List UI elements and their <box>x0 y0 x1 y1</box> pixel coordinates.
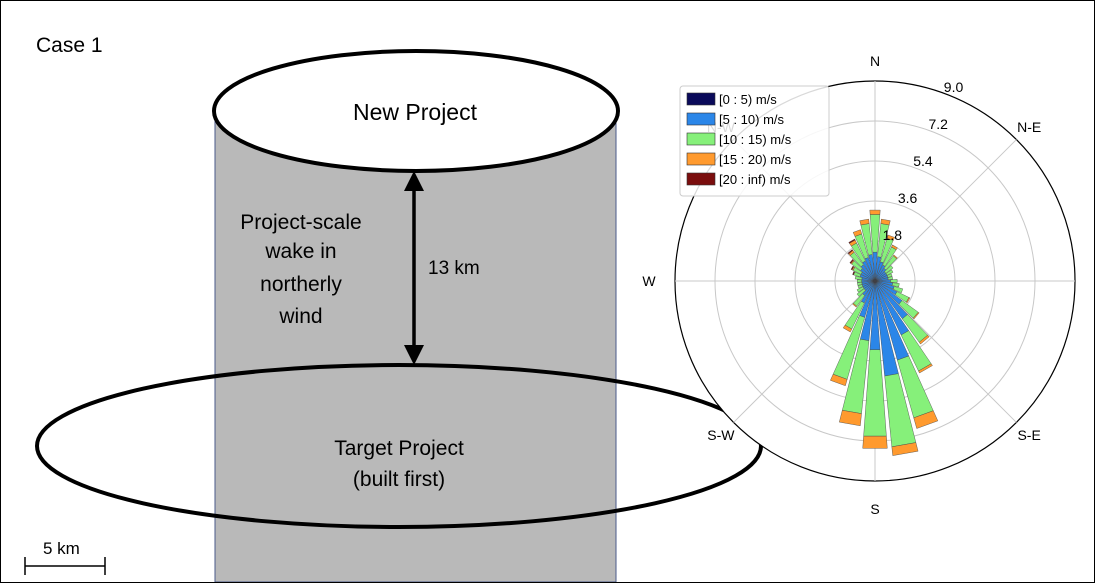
rose-bar <box>891 244 898 251</box>
rose-bar <box>892 254 898 259</box>
rose-bar <box>918 334 930 345</box>
legend-swatch <box>686 112 716 126</box>
rose-bar <box>918 363 933 374</box>
rose-direction-label: N <box>870 53 880 69</box>
rose-bar <box>857 282 863 286</box>
rose-bar <box>912 311 920 320</box>
legend-entry: [15 : 20) m/s <box>719 152 792 167</box>
case-label: Case 1 <box>36 34 103 57</box>
rose-bar <box>852 271 855 276</box>
rose-spoke <box>874 280 1017 423</box>
rose-direction-label: W <box>642 273 656 289</box>
rose-radial-tick: 1.8 <box>883 227 903 243</box>
legend-entry: [20 : inf) m/s <box>719 172 791 187</box>
legend-swatch <box>686 152 716 166</box>
wind-rose-legend: [0 : 5) m/s [5 : 10) m/s [10 : 15) m/s [15 … <box>679 85 830 197</box>
rose-spoke <box>733 280 876 423</box>
rose-bar <box>869 209 881 215</box>
rose-bar <box>890 279 898 283</box>
rose-bar <box>880 218 891 226</box>
rose-bar <box>885 269 894 276</box>
wake-label-line-1: Project-scale <box>240 211 361 234</box>
rose-bar <box>830 373 848 387</box>
rose-bar <box>852 303 858 308</box>
rose-direction-label: S-W <box>707 427 735 443</box>
rose-bar <box>850 265 855 271</box>
rose-bar <box>854 275 863 280</box>
rose-spoke <box>874 139 1017 282</box>
wind-rose-labels: 1.83.65.47.29.0NN-EES-ESS-WWN-W <box>642 53 1041 517</box>
rose-radial-tick: 3.6 <box>898 190 918 206</box>
target-project-label: Target Project <box>334 437 464 460</box>
rose-bar <box>857 284 864 289</box>
wake-label-line-4: wind <box>278 305 322 328</box>
rose-bar <box>856 288 866 297</box>
rose-bar <box>859 218 870 226</box>
rose-bar <box>905 297 911 304</box>
rose-direction-label: N-E <box>1017 119 1041 135</box>
legend-entry: [5 : 10) m/s <box>719 112 785 127</box>
rose-bar <box>884 265 894 274</box>
rose-bar <box>856 286 865 293</box>
rose-bar <box>891 442 919 456</box>
legend-entry: [10 : 15) m/s <box>719 132 792 147</box>
wake-label-line-3: northerly <box>260 273 342 296</box>
rose-bar <box>849 259 854 264</box>
rose-bar <box>848 238 856 244</box>
rose-direction-label: S-E <box>1017 427 1040 443</box>
scale-bar-label: 5 km <box>43 539 80 558</box>
legend-swatch <box>686 172 716 186</box>
wind-rose-bars <box>830 209 939 456</box>
rose-bar <box>852 229 862 237</box>
new-project-ellipse <box>212 49 620 173</box>
distance-label: 13 km <box>428 258 480 279</box>
arrow-up-head <box>404 171 424 191</box>
arrow-down-head <box>404 345 424 365</box>
legend-entry: [0 : 5) m/s <box>719 92 777 107</box>
rose-bar <box>842 324 853 333</box>
new-project-label: New Project <box>353 99 478 125</box>
rose-radial-tick: 9.0 <box>944 79 964 95</box>
rose-bar <box>913 410 939 429</box>
legend-swatch <box>686 132 716 146</box>
rose-bar <box>839 410 862 427</box>
rose-bar <box>892 286 904 294</box>
rose-bar <box>847 249 854 255</box>
rose-radial-tick: 7.2 <box>928 116 948 132</box>
legend-box <box>679 85 830 197</box>
rose-bar <box>862 435 888 449</box>
rose-bar <box>857 279 862 283</box>
wake-label-line-2: wake in <box>264 240 336 263</box>
rose-radial-tick: 5.4 <box>913 153 933 169</box>
rose-bar <box>886 234 895 241</box>
rose-bar <box>892 282 900 288</box>
rose-bar <box>886 273 893 278</box>
legend-swatch <box>686 92 716 106</box>
rose-direction-label: S <box>870 501 879 517</box>
target-project-sublabel: (built first) <box>353 468 445 491</box>
rose-bar <box>887 276 893 280</box>
